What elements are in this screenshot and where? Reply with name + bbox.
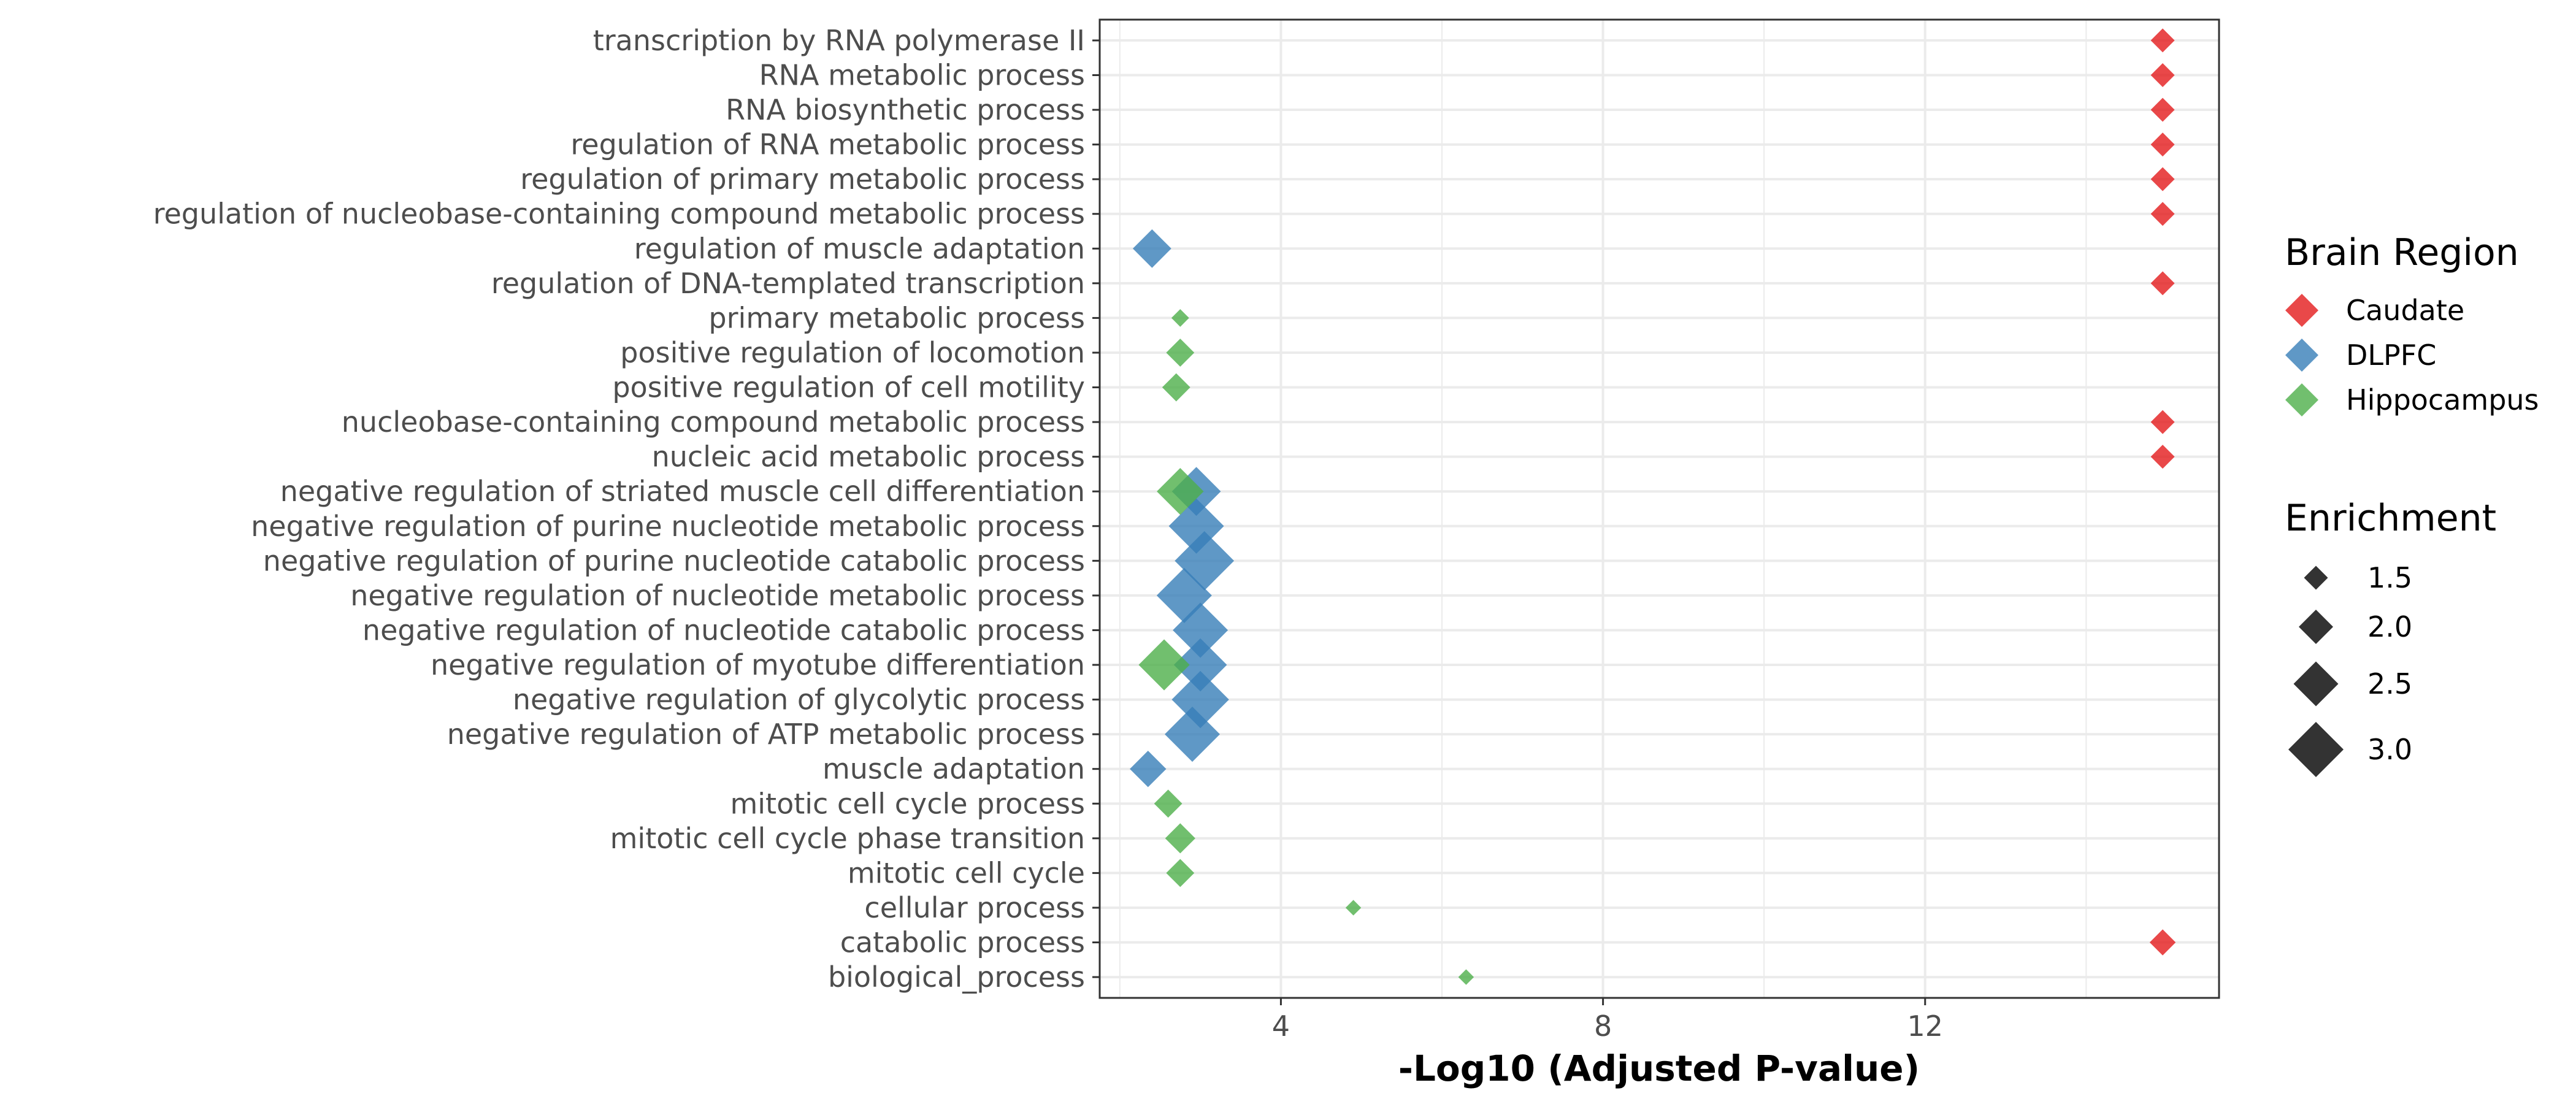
y-tick-label: RNA biosynthetic process	[726, 93, 1085, 126]
point-hippocampus	[1138, 639, 1190, 691]
y-tick-label: negative regulation of myotube different…	[431, 648, 1085, 681]
point-dlpfc	[1171, 670, 1229, 729]
legend-key-dlpfc	[2285, 339, 2318, 372]
y-tick-label: regulation of primary metabolic process	[520, 163, 1085, 196]
legend-label-hippocampus: Hippocampus	[2346, 383, 2539, 416]
legend-size-label: 2.0	[2367, 610, 2412, 643]
x-axis: 4 8 12	[1272, 998, 1943, 1043]
point-caudate	[2150, 445, 2175, 469]
y-tick-label: mitotic cell cycle phase transition	[610, 822, 1085, 855]
y-tick-label: transcription by RNA polymerase II	[593, 24, 1085, 57]
point-caudate	[2150, 271, 2175, 296]
y-tick-label: nucleobase-containing compound metabolic…	[342, 405, 1085, 439]
y-tick-label: negative regulation of nucleotide metabo…	[350, 579, 1085, 612]
major-gridlines	[1100, 20, 2219, 998]
legend-size-key	[2299, 610, 2333, 644]
point-caudate	[2149, 929, 2176, 956]
y-tick-label: cellular process	[864, 891, 1085, 924]
point-hippocampus	[1345, 900, 1362, 916]
y-tick-label: negative regulation of nucleotide catabo…	[362, 613, 1085, 646]
y-tick-label: negative regulation of striated muscle c…	[280, 475, 1085, 508]
y-tick-label: nucleic acid metabolic process	[652, 440, 1085, 473]
point-dlpfc	[1130, 751, 1167, 788]
y-tick-label: regulation of RNA metabolic process	[570, 128, 1085, 161]
y-tick-label: regulation of muscle adaptation	[634, 232, 1085, 265]
y-tick-label: catabolic process	[840, 926, 1085, 959]
legend-enrichment-title: Enrichment	[2285, 497, 2496, 540]
point-hippocampus	[1166, 339, 1195, 367]
legend-size-key	[2288, 722, 2344, 777]
point-hippocampus	[1154, 789, 1183, 818]
y-tick-label: negative regulation of ATP metabolic pro…	[447, 718, 1085, 751]
y-tick-label: regulation of DNA-templated transcriptio…	[491, 267, 1085, 300]
point-hippocampus	[1157, 468, 1204, 515]
legend-size-label: 1.5	[2367, 561, 2412, 594]
y-tick-label: negative regulation of glycolytic proces…	[513, 683, 1085, 716]
point-caudate	[2150, 410, 2175, 434]
x-axis-title: -Log10 (Adjusted P-value)	[1398, 1048, 1920, 1089]
point-hippocampus	[1166, 859, 1195, 887]
y-tick-label: positive regulation of locomotion	[620, 336, 1085, 369]
legend-size-label: 2.5	[2367, 667, 2412, 700]
y-tick-label: mitotic cell cycle process	[730, 787, 1085, 820]
point-caudate	[2150, 167, 2175, 191]
legend-key-caudate	[2285, 294, 2318, 327]
legend-size-key	[2304, 565, 2328, 590]
point-hippocampus	[1165, 823, 1195, 854]
y-tick-label: muscle adaptation	[822, 753, 1085, 786]
point-hippocampus	[1171, 309, 1189, 327]
point-caudate	[2150, 98, 2175, 122]
legend-size-label: 3.0	[2367, 733, 2412, 766]
x-tick-label: 4	[1272, 1010, 1290, 1043]
plot-panel	[1098, 18, 2220, 999]
point-caudate	[2150, 63, 2175, 87]
y-tick-label: RNA metabolic process	[759, 58, 1085, 91]
point-dlpfc	[1132, 229, 1171, 268]
y-tick-label: negative regulation of purine nucleotide…	[263, 544, 1085, 577]
data-points	[1130, 28, 2176, 985]
point-hippocampus	[1458, 969, 1474, 985]
minor-gridlines	[1119, 20, 2087, 998]
plot-panel-background	[1100, 20, 2219, 998]
legend-label-dlpfc: DLPFC	[2346, 339, 2436, 372]
legend-key-hippocampus	[2285, 383, 2318, 416]
x-tick-label: 12	[1907, 1010, 1944, 1043]
point-dlpfc	[1164, 707, 1220, 762]
legend-brain-region-title: Brain Region	[2285, 231, 2519, 274]
legend-brain-region: Brain Region Caudate DLPFC Hippocampus	[2285, 231, 2539, 416]
legend-size-key	[2293, 661, 2339, 707]
point-caudate	[2150, 28, 2175, 53]
plot-panel-border	[1098, 18, 2220, 999]
y-tick-label: mitotic cell cycle	[848, 856, 1085, 889]
legend-enrichment: Enrichment 1.5 2.0 2.5 3.0	[2285, 497, 2496, 777]
legend-label-caudate: Caudate	[2346, 294, 2464, 327]
point-caudate	[2150, 202, 2175, 226]
point-hippocampus	[1162, 373, 1190, 402]
y-tick-label: positive regulation of cell motility	[612, 371, 1085, 404]
point-caudate	[2150, 132, 2175, 157]
y-tick-label: biological_process	[828, 960, 1085, 994]
point-dlpfc	[1175, 531, 1235, 591]
x-tick-label: 8	[1594, 1010, 1612, 1043]
point-dlpfc	[1173, 602, 1229, 658]
point-dlpfc	[1173, 638, 1227, 692]
y-tick-label: regulation of nucleobase-containing comp…	[153, 197, 1085, 231]
y-tick-label: negative regulation of purine nucleotide…	[251, 510, 1085, 543]
y-tick-label: primary metabolic process	[708, 301, 1085, 334]
